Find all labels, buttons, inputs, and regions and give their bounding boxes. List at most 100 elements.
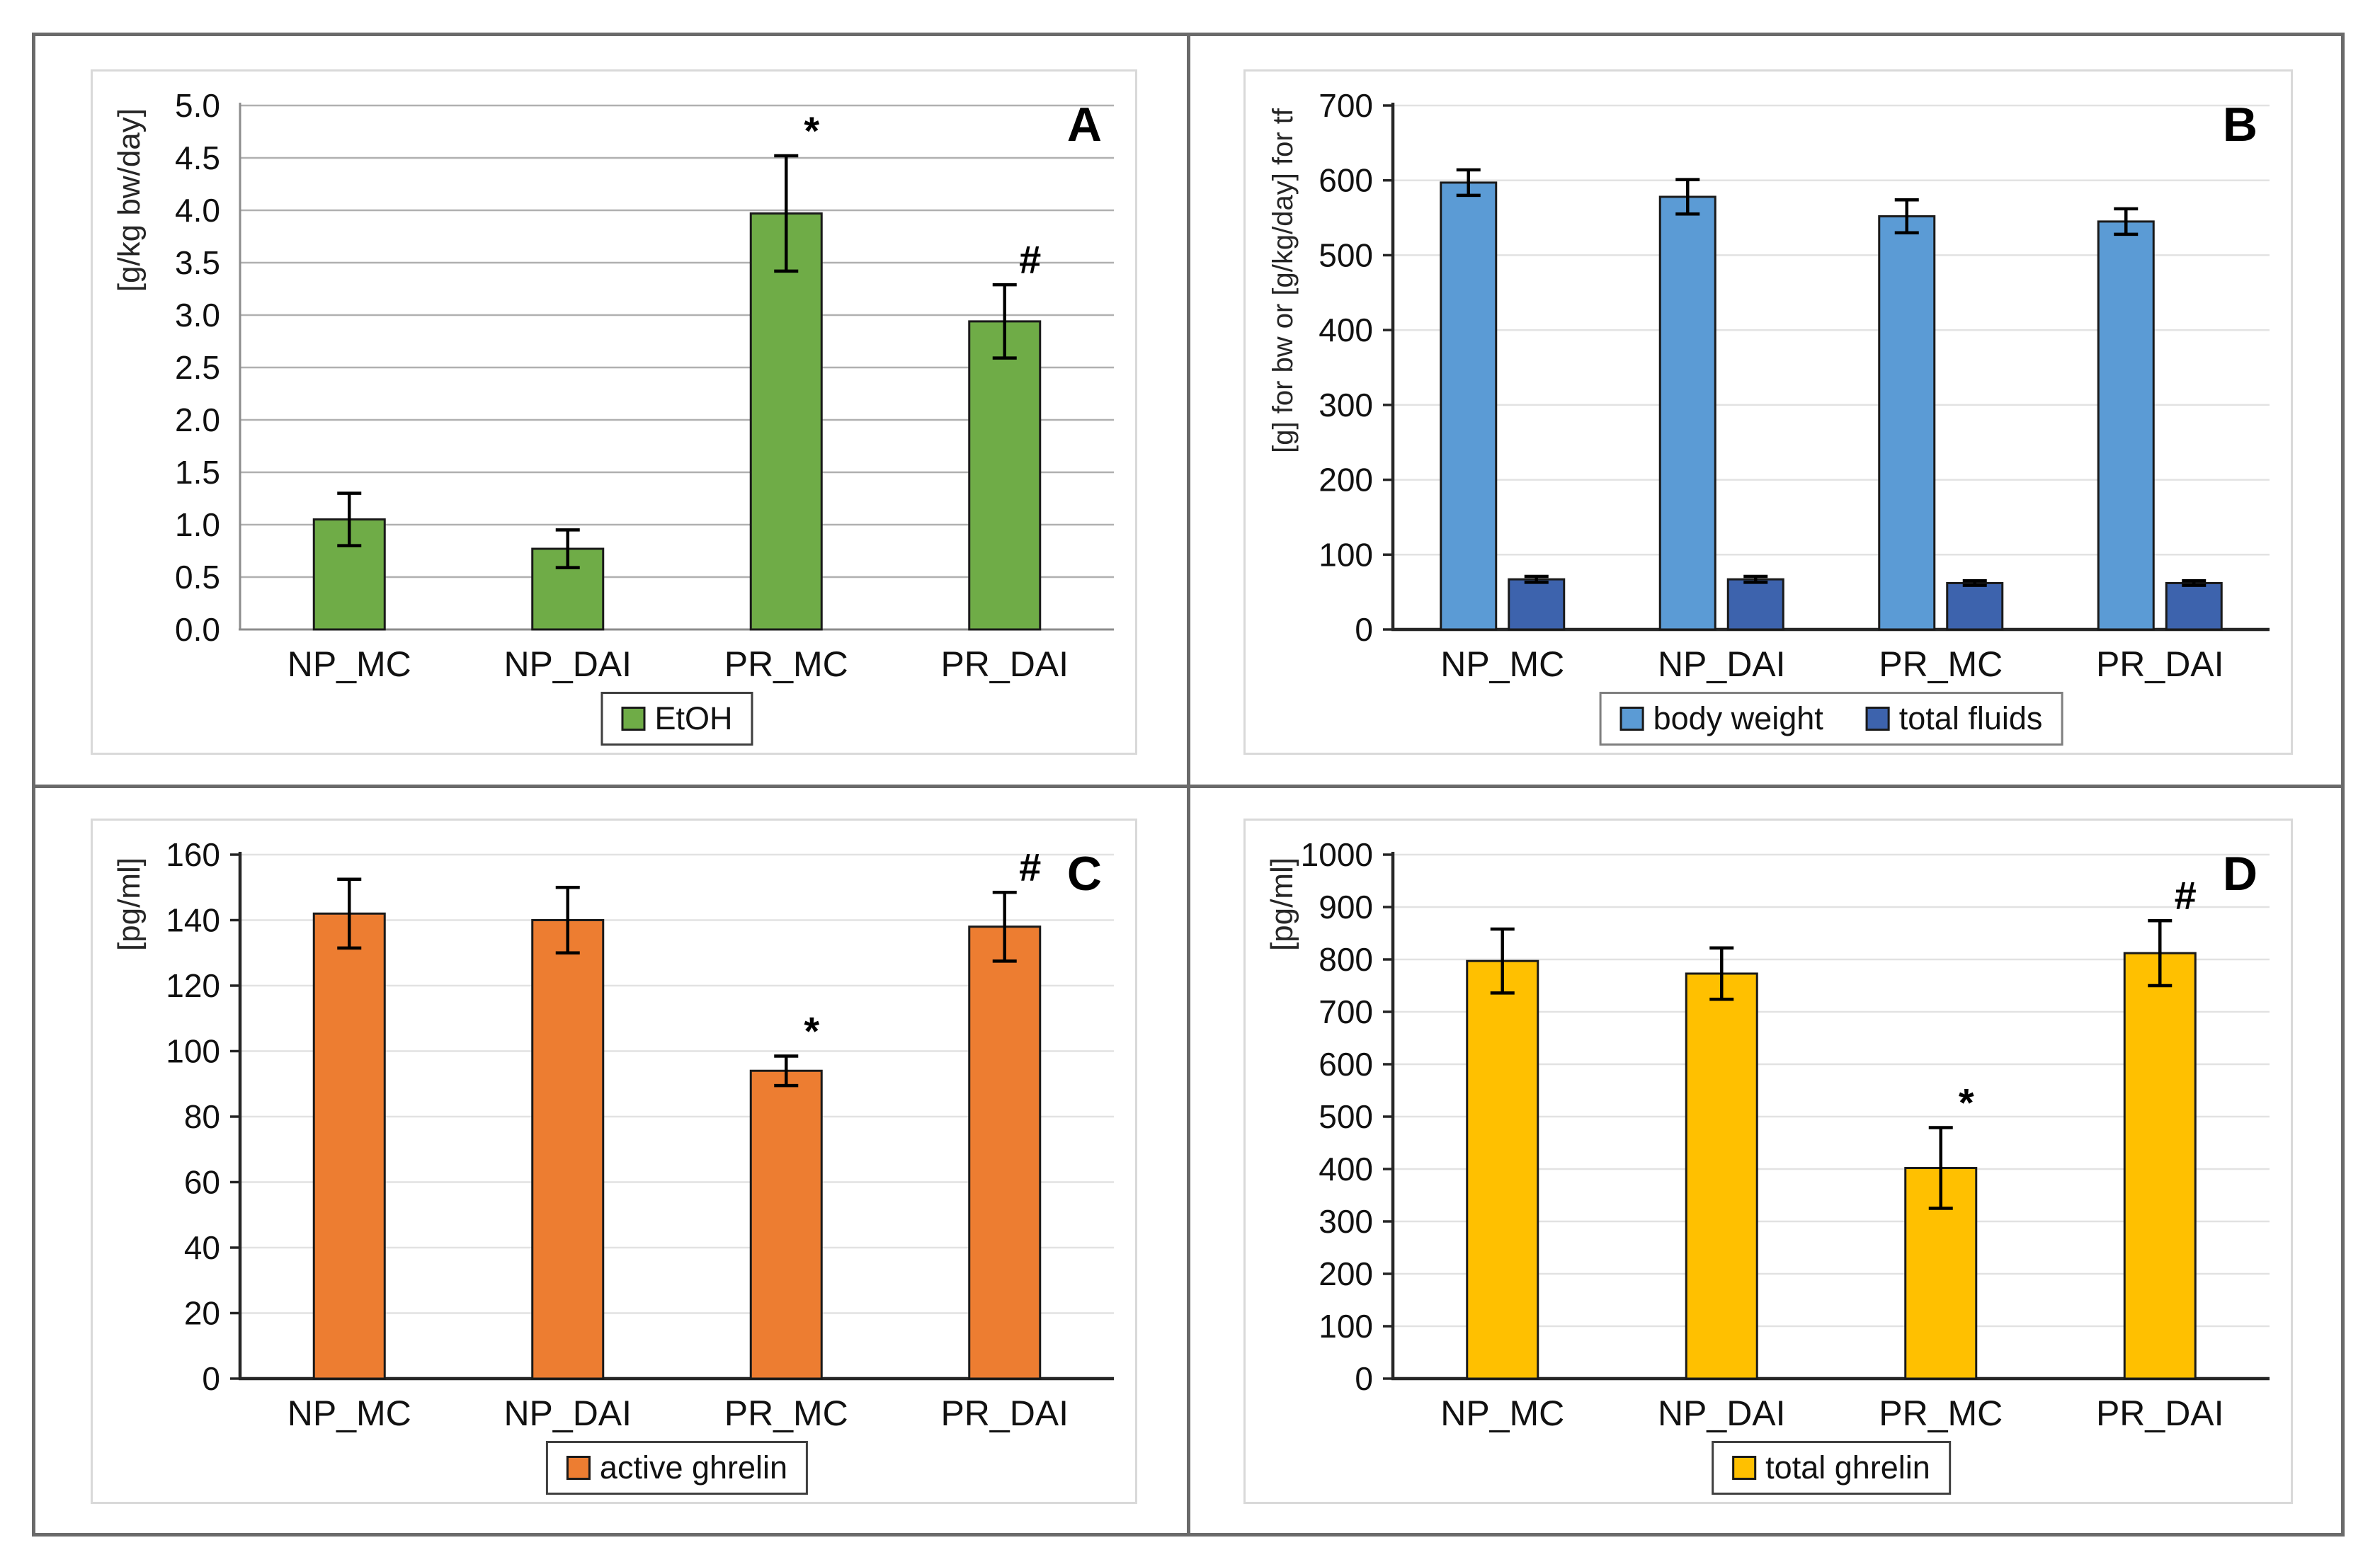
y-tick-label: 400 — [1319, 1151, 1373, 1187]
significance-annotation: * — [804, 1008, 819, 1053]
y-tick-label: 3.5 — [175, 244, 220, 281]
y-tick-label: 20 — [184, 1295, 220, 1332]
y-tick-label: 0 — [1355, 611, 1373, 648]
legend-etoh: EtOH — [600, 692, 753, 746]
chart-bodyweight-fluids: 0 100 200 300 400 500 600 700 [g] for bw or [g/k… — [1268, 87, 2270, 684]
y-tick-label: 100 — [1319, 1308, 1373, 1345]
bar-active-ghrelin-NP_MC — [312, 912, 386, 1380]
panel-label-A: A — [1066, 98, 1103, 152]
bar-body-weight-NP_DAI — [1658, 195, 1716, 631]
y-tick-label: 1000 — [1301, 836, 1373, 873]
y-tick-label: 400 — [1319, 312, 1373, 348]
category-label: PR_DAI — [940, 1393, 1069, 1433]
y-tick-label: 5.0 — [175, 87, 220, 124]
y-tick-label: 160 — [166, 836, 220, 873]
bar-total-fluids-PR_DAI — [2165, 581, 2223, 631]
y-tick-label: 80 — [184, 1098, 220, 1135]
panel-A: 0.0 0.5 1.0 1.5 2.0 2.5 3.0 3.5 4.0 4.5 5.0 [g/kg b… — [91, 69, 1137, 755]
significance-annotation: * — [804, 108, 819, 153]
y-tick-label: 700 — [1319, 87, 1373, 124]
y-tick-label: 300 — [1319, 387, 1373, 423]
category-label: NP_MC — [1440, 644, 1564, 684]
panel-label-D: D — [2222, 847, 2258, 901]
y-tick-label: 40 — [184, 1229, 220, 1266]
y-tick-label: 2.5 — [175, 349, 220, 386]
bar-total-fluids-NP_MC — [1508, 578, 1566, 631]
y-tick-label: 200 — [1319, 462, 1373, 498]
legend-marker-icon — [1865, 707, 1890, 731]
legend-label: body weight — [1653, 700, 1823, 736]
legend-marker-icon — [1732, 1456, 1757, 1480]
category-label: PR_DAI — [2096, 644, 2224, 684]
legend-item-total-ghrelin: total ghrelin — [1732, 1449, 1930, 1486]
y-tick-label: 4.5 — [175, 139, 220, 176]
category-label: NP_MC — [1440, 1393, 1564, 1433]
y-tick-label: 1.0 — [175, 506, 220, 543]
y-tick-label: 300 — [1319, 1203, 1373, 1240]
significance-annotation: * — [1959, 1081, 1974, 1125]
category-label: PR_MC — [1879, 644, 2003, 684]
bar-active-ghrelin-PR_MC — [749, 1069, 823, 1380]
legend-item-EtOH: EtOH — [621, 700, 733, 737]
figure-frame: 0.0 0.5 1.0 1.5 2.0 2.5 3.0 3.5 4.0 4.5 5.0 [g/kg b… — [32, 33, 2345, 1537]
legend-marker-icon — [621, 707, 646, 731]
y-tick-label: 0 — [202, 1360, 220, 1397]
category-label: PR_DAI — [940, 644, 1069, 684]
significance-annotation: # — [1019, 845, 1041, 889]
bar-EtOH-PR_MC — [749, 212, 823, 631]
chart-active-ghrelin: 0 20 40 60 80 100 120 140 160 [pg/ml] NP_MC NP_DAI *… — [112, 836, 1114, 1433]
legend-total-ghrelin: total ghrelin — [1712, 1441, 1951, 1495]
y-tick-label: 500 — [1319, 1098, 1373, 1135]
y-tick-label: 600 — [1319, 162, 1373, 199]
y-tick-label: 600 — [1319, 1046, 1373, 1083]
y-tick-label: 700 — [1319, 993, 1373, 1030]
legend-label: total fluids — [1898, 700, 2043, 736]
category-label: PR_MC — [724, 644, 848, 684]
legend-item-total-fluids: total fluids — [1865, 700, 2043, 737]
y-tick-label: 200 — [1319, 1255, 1373, 1292]
panel-C: 0 20 40 60 80 100 120 140 160 [pg/ml] NP_MC NP_DAI *… — [91, 819, 1137, 1504]
y-tick-label: 800 — [1319, 941, 1373, 978]
category-label: PR_DAI — [2096, 1393, 2224, 1433]
legend-marker-icon — [1619, 707, 1644, 731]
y-tick-label: 4.0 — [175, 192, 220, 229]
legend-active-ghrelin: active ghrelin — [545, 1441, 809, 1495]
bar-total-ghrelin-NP_DAI — [1685, 972, 1758, 1380]
legend-item-active-ghrelin: active ghrelin — [566, 1449, 787, 1486]
bar-body-weight-PR_DAI — [2097, 220, 2155, 631]
bar-total-ghrelin-PR_DAI — [2123, 952, 2197, 1380]
category-label: NP_DAI — [1658, 644, 1786, 684]
chart-total-ghrelin: 0 100 200 300 400 500 600 700 800 900 1000[pg/ml] N… — [1265, 836, 2270, 1433]
legend-bodyweight-fluids: body weight total fluids — [1599, 692, 2063, 746]
bar-body-weight-PR_MC — [1878, 215, 1936, 631]
y-axis-title: [g] for bw or [g/kg/day] for tf — [1268, 108, 1299, 453]
panel-B: 0 100 200 300 400 500 600 700 [g] for bw or [g/k… — [1243, 69, 2293, 755]
category-label: NP_MC — [287, 1393, 411, 1433]
bar-total-ghrelin-NP_MC — [1466, 959, 1539, 1380]
bar-active-ghrelin-PR_DAI — [968, 925, 1042, 1380]
y-tick-label: 0 — [1355, 1360, 1373, 1397]
panel-label-B: B — [2222, 98, 2258, 152]
significance-annotation: # — [2175, 873, 2197, 918]
significance-annotation: # — [1019, 237, 1041, 282]
category-label: NP_DAI — [503, 1393, 632, 1433]
y-tick-label: 500 — [1319, 236, 1373, 273]
y-tick-label: 100 — [166, 1033, 220, 1070]
y-axis-title: [pg/ml] — [112, 857, 147, 951]
category-label: PR_MC — [1879, 1393, 2003, 1433]
bar-active-ghrelin-NP_DAI — [531, 919, 605, 1380]
y-tick-label: 120 — [166, 967, 220, 1004]
category-label: NP_DAI — [1658, 1393, 1786, 1433]
bar-total-fluids-PR_MC — [1946, 581, 2004, 631]
chart-etoh: 0.0 0.5 1.0 1.5 2.0 2.5 3.0 3.5 4.0 4.5 5.0 [g/kg b… — [112, 87, 1114, 684]
panel-D: 0 100 200 300 400 500 600 700 800 900 1000 [pg/ml] N… — [1243, 819, 2293, 1504]
legend-label: active ghrelin — [599, 1449, 788, 1486]
y-axis-title: [g/kg bw/day] — [112, 108, 147, 292]
bar-EtOH-PR_DAI — [968, 320, 1042, 631]
y-tick-label: 0.0 — [175, 611, 220, 648]
panel-label-C: C — [1066, 847, 1103, 901]
y-tick-label: 900 — [1319, 889, 1373, 925]
bar-body-weight-NP_MC — [1440, 181, 1498, 631]
category-label: NP_MC — [287, 644, 411, 684]
legend-marker-icon — [566, 1456, 591, 1480]
